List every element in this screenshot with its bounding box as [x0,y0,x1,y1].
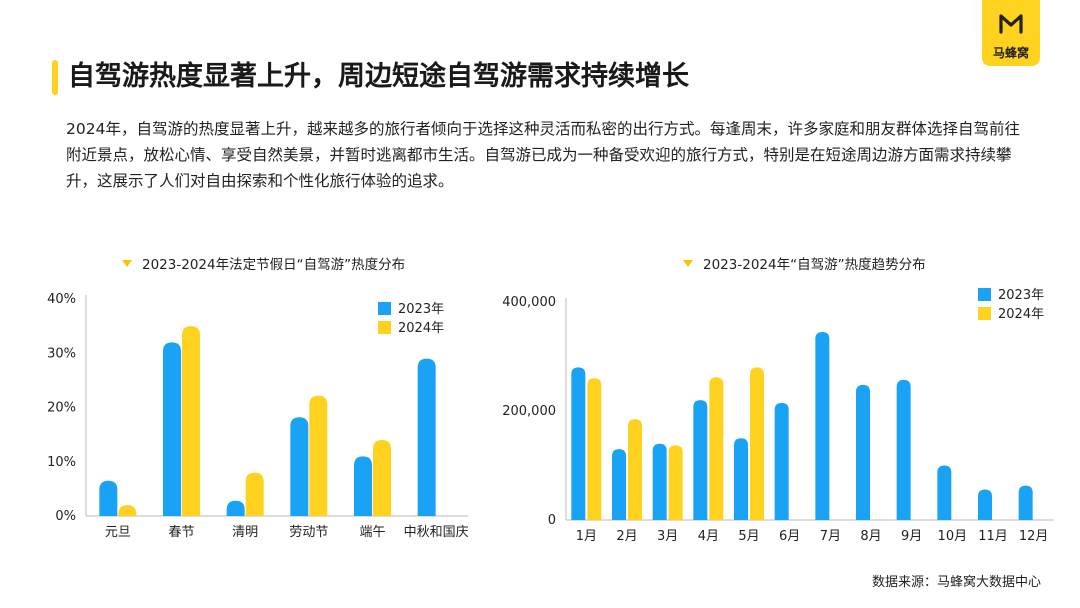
legend-swatch [978,307,991,320]
x-tick-label: 11月 [978,529,1008,544]
bar-2024 [709,377,724,520]
legend-label: 2024年 [998,307,1044,322]
bar-2023 [612,449,626,520]
bar-2024 [587,378,602,520]
triangle-bullet-icon [683,259,693,267]
bar-2023 [652,443,667,520]
x-tick-label: 劳动节 [289,524,328,540]
x-tick-label: 1月 [576,529,597,544]
bar-2023 [774,402,789,520]
bar-2024 [309,395,328,516]
y-tick-label: 10% [47,455,76,470]
x-tick-label: 5月 [738,529,759,544]
bar-2023 [99,480,118,516]
bar-2023 [693,400,708,520]
legend-swatch [978,288,991,301]
x-tick-label: 中秋和国庆 [404,525,469,540]
x-tick-label: 7月 [820,529,841,544]
bar-2023 [856,384,870,520]
brand-logo-icon [999,14,1023,34]
bar-2023 [163,342,181,516]
y-tick-label: 0 [548,513,556,528]
bar-2024 [628,419,642,520]
triangle-bullet-icon [122,259,132,267]
legend-swatch [378,302,391,315]
x-tick-label: 8月 [860,529,881,544]
x-tick-label: 10月 [938,529,968,544]
x-tick-label: 端午 [359,525,385,540]
bar-2024 [182,326,200,516]
bar-2023 [354,456,372,516]
bar-2023 [815,331,830,520]
legend-label: 2023年 [398,302,444,317]
x-tick-label: 2月 [616,529,637,544]
legend-label: 2024年 [398,321,444,336]
bar-2023 [937,465,952,520]
y-tick-label: 200,000 [502,404,556,419]
x-tick-label: 12月 [1019,529,1049,544]
x-tick-label: 春节 [168,525,194,540]
title-accent-bar [52,60,58,95]
bar-2024 [245,472,264,516]
y-tick-label: 20% [47,401,76,416]
x-tick-label: 9月 [901,529,922,544]
x-tick-label: 6月 [779,529,800,544]
bar-2024 [750,367,764,520]
bar-2023 [896,379,911,520]
y-tick-label: 40% [47,292,76,307]
chart2-title: 2023-2024年“自驾游”热度趋势分布 [703,257,926,273]
y-tick-label: 30% [47,346,76,361]
brand-name: 马蜂窝 [992,46,1029,60]
chart2-title-row: 2023-2024年“自驾游”热度趋势分布 [683,253,926,273]
bar-2024 [668,445,683,520]
chart1-title: 2023-2024年法定节假日“自驾游”热度分布 [142,257,406,273]
x-tick-label: 元旦 [105,525,131,540]
y-tick-label: 0% [55,509,76,524]
legend-label: 2023年 [998,288,1044,303]
intro-paragraph: 2024年，自驾游的热度显著上升，越来越多的旅行者倾向于选择这种灵活而私密的出行… [66,120,1020,190]
bar-2023 [571,367,586,520]
bar-2023 [978,489,992,520]
bar-2024 [373,440,391,516]
data-source: 数据来源：马蜂窝大数据中心 [872,575,1042,590]
x-tick-label: 4月 [698,529,719,544]
page-title: 自驾游热度显著上升，周边短途自驾游需求持续增长 [68,61,689,92]
y-tick-label: 400,000 [502,295,556,310]
bar-2023 [417,358,436,516]
bar-2023 [734,438,748,520]
legend-swatch [378,321,391,334]
bar-2023 [1018,485,1033,520]
x-tick-label: 3月 [657,529,678,544]
chart1-title-row: 2023-2024年法定节假日“自驾游”热度分布 [122,253,405,273]
x-tick-label: 清明 [232,525,258,540]
bar-2023 [290,417,309,516]
bar-2024 [118,505,137,516]
brand-logo: 马蜂窝 [982,0,1040,66]
bar-2023 [226,500,245,516]
